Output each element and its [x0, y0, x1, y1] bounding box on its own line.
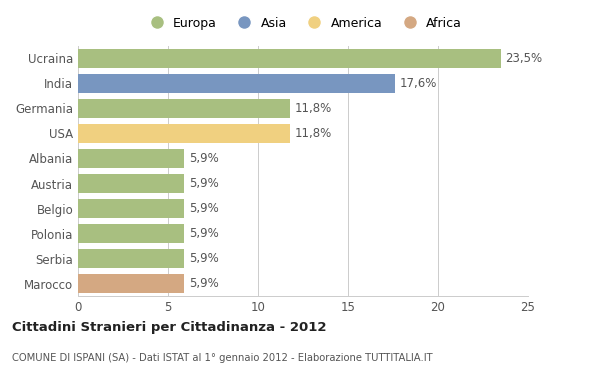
Text: 5,9%: 5,9% — [188, 177, 218, 190]
Text: 5,9%: 5,9% — [188, 227, 218, 240]
Text: 5,9%: 5,9% — [188, 252, 218, 265]
Bar — [78, 74, 395, 93]
Bar — [78, 49, 501, 68]
Bar — [78, 199, 184, 218]
Text: 11,8%: 11,8% — [295, 127, 332, 140]
Legend: Europa, Asia, America, Africa: Europa, Asia, America, Africa — [139, 12, 467, 35]
Bar — [78, 149, 184, 168]
Bar — [78, 174, 184, 193]
Text: 5,9%: 5,9% — [188, 277, 218, 290]
Text: 23,5%: 23,5% — [505, 52, 542, 65]
Bar — [78, 99, 290, 118]
Bar — [78, 124, 290, 143]
Text: 11,8%: 11,8% — [295, 102, 332, 115]
Bar — [78, 249, 184, 268]
Text: 5,9%: 5,9% — [188, 152, 218, 165]
Bar — [78, 274, 184, 293]
Text: COMUNE DI ISPANI (SA) - Dati ISTAT al 1° gennaio 2012 - Elaborazione TUTTITALIA.: COMUNE DI ISPANI (SA) - Dati ISTAT al 1°… — [12, 353, 433, 363]
Text: 17,6%: 17,6% — [400, 77, 437, 90]
Bar — [78, 224, 184, 243]
Text: 5,9%: 5,9% — [188, 202, 218, 215]
Text: Cittadini Stranieri per Cittadinanza - 2012: Cittadini Stranieri per Cittadinanza - 2… — [12, 321, 326, 334]
